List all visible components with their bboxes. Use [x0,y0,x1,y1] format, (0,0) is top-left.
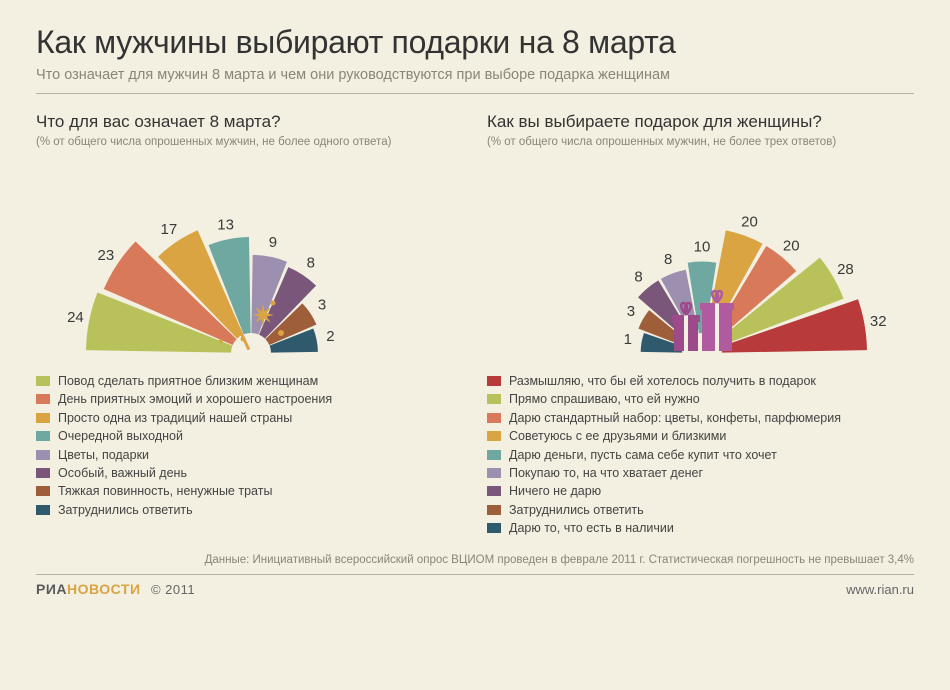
fan-value-label: 9 [269,234,277,251]
fan-value-label: 13 [217,217,234,234]
fan-value-label: 20 [741,213,758,230]
legend-label: Дарю стандартный набор: цветы, конфеты, … [509,410,841,427]
left-fan-svg: 24 23 17 13 9 8 32 [36,160,466,355]
left-question: Что для вас означает 8 марта? [36,112,463,132]
fan-value-label: 23 [98,247,115,264]
legend-label: Просто одна из традиций нашей страны [58,410,292,427]
legend-item: Ничего не дарю [487,483,914,500]
fan-value-label: 24 [67,309,84,326]
legend-item: Дарю деньги, пусть сама себе купит что х… [487,447,914,464]
charts-row: Что для вас означает 8 марта? (% от обще… [36,112,914,538]
left-column: Что для вас означает 8 марта? (% от обще… [36,112,463,538]
legend-swatch [36,413,50,423]
legend-label: Дарю то, что есть в наличии [509,520,674,537]
fan-value-label: 3 [627,303,635,320]
legend-item: Покупаю то, на что хватает денег [487,465,914,482]
legend-item: Затруднились ответить [36,502,463,519]
legend-swatch [487,523,501,533]
legend-label: День приятных эмоций и хорошего настроен… [58,391,332,408]
legend-swatch [487,376,501,386]
brand-part1: РИА [36,581,67,597]
legend-swatch [36,468,50,478]
fan-value-label: 8 [307,254,315,271]
legend-item: Советуюсь с ее друзьями и близкими [487,428,914,445]
legend-swatch [36,431,50,441]
fan-value-label: 2 [326,328,334,345]
right-legend: Размышляю, что бы ей хотелось получить в… [487,373,914,537]
legend-item: Размышляю, что бы ей хотелось получить в… [487,373,914,390]
site-url: www.rian.ru [846,582,914,597]
legend-label: Советуюсь с ее друзьями и близкими [509,428,726,445]
footer: РИАНОВОСТИ © 2011 www.rian.ru [0,575,950,597]
legend-item: Тяжкая повинность, ненужные траты [36,483,463,500]
right-fan-chart: 1 3 8 8 10 20 20 28 32 [487,160,914,355]
legend-swatch [36,450,50,460]
left-fan-chart: 24 23 17 13 9 8 32 [36,160,463,355]
fan-value-label: 28 [837,261,854,278]
legend-label: Очередной выходной [58,428,183,445]
legend-label: Повод сделать приятное близким женщинам [58,373,318,390]
legend-item: День приятных эмоций и хорошего настроен… [36,391,463,408]
legend-label: Покупаю то, на что хватает денег [509,465,703,482]
fan-value-label: 17 [161,221,178,238]
right-question-sub: (% от общего числа опрошенных мужчин, не… [487,136,914,148]
legend-swatch [487,413,501,423]
legend-swatch [487,450,501,460]
fan-value-label: 10 [694,239,711,256]
legend-item: Цветы, подарки [36,447,463,464]
legend-label: Особый, важный день [58,465,187,482]
right-question: Как вы выбираете подарок для женщины? [487,112,914,132]
legend-label: Затруднились ответить [509,502,644,519]
legend-label: Ничего не дарю [509,483,601,500]
legend-item: Дарю стандартный набор: цветы, конфеты, … [487,410,914,427]
legend-item: Затруднились ответить [487,502,914,519]
page-subtitle: Что означает для мужчин 8 марта и чем он… [36,67,914,83]
fan-value-label: 8 [664,251,672,268]
legend-item: Дарю то, что есть в наличии [487,520,914,537]
right-fan-svg: 1 3 8 8 10 20 20 28 32 [487,160,917,355]
legend-item: Повод сделать приятное близким женщинам [36,373,463,390]
legend-swatch [36,505,50,515]
legend-label: Дарю деньги, пусть сама себе купит что х… [509,447,777,464]
copyright: © 2011 [151,582,195,597]
brand-part2: НОВОСТИ [67,581,141,597]
legend-item: Особый, важный день [36,465,463,482]
legend-swatch [36,376,50,386]
legend-item: Просто одна из традиций нашей страны [36,410,463,427]
fan-value-label: 3 [318,297,326,314]
legend-label: Затруднились ответить [58,502,193,519]
legend-label: Размышляю, что бы ей хотелось получить в… [509,373,816,390]
divider-top [36,93,914,94]
legend-swatch [36,394,50,404]
source-note: Данные: Инициативный всероссийский опрос… [36,554,914,566]
legend-label: Тяжкая повинность, ненужные траты [58,483,272,500]
fan-value-label: 20 [783,238,800,255]
legend-swatch [487,505,501,515]
fan-value-label: 32 [870,313,887,330]
right-column: Как вы выбираете подарок для женщины? (%… [487,112,914,538]
page-title: Как мужчины выбирают подарки на 8 марта [36,24,914,61]
legend-swatch [487,394,501,404]
left-legend: Повод сделать приятное близким женщинамД… [36,373,463,519]
fan-value-label: 8 [634,268,642,285]
left-question-sub: (% от общего числа опрошенных мужчин, не… [36,136,463,148]
legend-swatch [487,486,501,496]
fan-value-label: 1 [624,331,632,348]
legend-swatch [487,431,501,441]
legend-label: Прямо спрашиваю, что ей нужно [509,391,700,408]
legend-swatch [36,486,50,496]
legend-swatch [487,468,501,478]
legend-item: Прямо спрашиваю, что ей нужно [487,391,914,408]
legend-item: Очередной выходной [36,428,463,445]
legend-label: Цветы, подарки [58,447,149,464]
brand-block: РИАНОВОСТИ © 2011 [36,581,195,597]
